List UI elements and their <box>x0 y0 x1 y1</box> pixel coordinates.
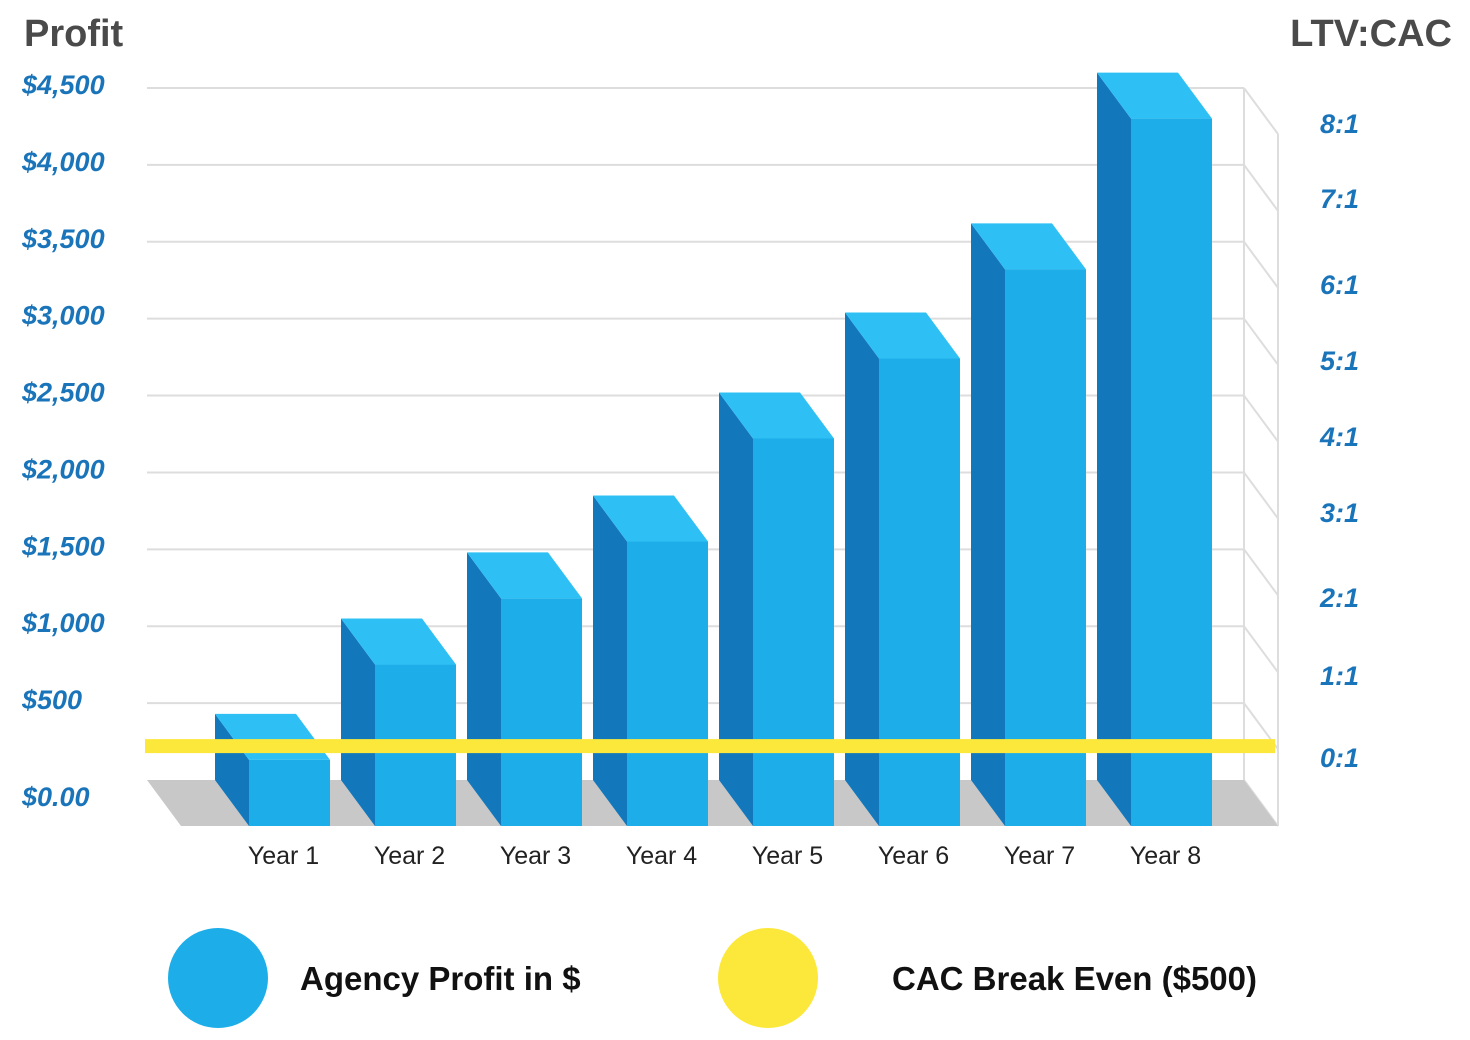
bar-front <box>1005 269 1086 826</box>
grid-line-side <box>1243 548 1279 596</box>
left-tick-label: $1,000 <box>21 608 105 638</box>
left-tick-label: $4,000 <box>21 147 105 177</box>
bar-top <box>593 495 708 542</box>
bar-top <box>719 392 834 439</box>
x-tick-label: Year 4 <box>626 842 697 870</box>
legend-swatch-break-even <box>718 928 818 1028</box>
bar-top <box>845 312 960 359</box>
right-tick-label: 0:1 <box>1320 743 1359 773</box>
grid-line-side <box>1243 241 1279 289</box>
right-axis-title: LTV:CAC <box>1290 13 1452 55</box>
bar <box>467 552 582 826</box>
bar-side <box>845 312 879 826</box>
x-tick-label: Year 1 <box>248 842 319 870</box>
bar-front <box>501 598 582 826</box>
right-tick-label: 2:1 <box>1319 583 1359 613</box>
right-tick-label: 4:1 <box>1319 422 1359 452</box>
bar-top <box>341 618 456 665</box>
legend: Agency Profit in $ CAC Break Even ($500) <box>168 928 1257 1028</box>
bar <box>593 495 708 826</box>
bar <box>971 223 1086 826</box>
bar-top <box>467 552 582 599</box>
bar-side <box>971 223 1005 826</box>
left-tick-label: $4,500 <box>21 70 105 100</box>
x-tick-label: Year 8 <box>1130 842 1201 870</box>
right-tick-label: 3:1 <box>1320 498 1359 528</box>
axis-ticks: Year 1 Year 2 Year 3 Year 4 Year 5 Year 6 Year… <box>21 70 1359 870</box>
bar <box>341 618 456 826</box>
bar-side <box>1097 72 1131 827</box>
grid-line-side <box>1243 394 1279 443</box>
x-tick-label: Year 3 <box>500 842 571 870</box>
bar-top <box>971 223 1086 270</box>
grid-line-side <box>1243 471 1279 520</box>
left-tick-label: $3,500 <box>21 224 105 254</box>
break-even-line <box>145 739 1275 754</box>
left-axis-title: Profit <box>24 13 124 55</box>
grid-line-side <box>1243 625 1279 673</box>
bar-front <box>1131 118 1212 827</box>
right-tick-label: 6:1 <box>1320 270 1359 300</box>
bar-front <box>627 541 708 826</box>
right-tick-label: 8:1 <box>1320 109 1359 139</box>
left-tick-label: $0.00 <box>21 782 90 812</box>
legend-swatch-profit <box>168 928 268 1028</box>
left-tick-label: $2,000 <box>21 454 105 484</box>
bar-front <box>753 438 834 826</box>
left-tick-label: $1,500 <box>21 531 105 561</box>
bar-side <box>593 495 627 826</box>
x-tick-label: Year 5 <box>752 842 823 870</box>
right-tick-label: 7:1 <box>1320 184 1359 214</box>
x-tick-label: Year 7 <box>1004 842 1075 870</box>
left-tick-label: $3,000 <box>21 301 105 331</box>
legend-label-break-even: CAC Break Even ($500) <box>892 960 1257 997</box>
grid-line-side <box>1243 164 1279 212</box>
right-tick-label: 5:1 <box>1320 346 1359 376</box>
legend-label-profit: Agency Profit in $ <box>300 960 581 997</box>
grid-line-side <box>1243 318 1279 366</box>
bar <box>719 392 834 826</box>
bar-side <box>341 618 375 826</box>
bar-front <box>879 358 960 826</box>
x-tick-label: Year 6 <box>878 842 949 870</box>
left-tick-label: $2,500 <box>21 378 105 408</box>
left-tick-label: $500 <box>21 685 82 715</box>
bar <box>1097 72 1212 827</box>
bar-front <box>249 759 330 826</box>
bars <box>215 72 1212 827</box>
bar-top <box>1097 72 1212 119</box>
bar-side <box>467 552 501 826</box>
bar-side <box>719 392 753 826</box>
grid-line-side <box>1243 87 1279 135</box>
right-tick-label: 1:1 <box>1320 661 1359 691</box>
x-tick-label: Year 2 <box>374 842 445 870</box>
break-even-layer <box>145 739 1275 754</box>
